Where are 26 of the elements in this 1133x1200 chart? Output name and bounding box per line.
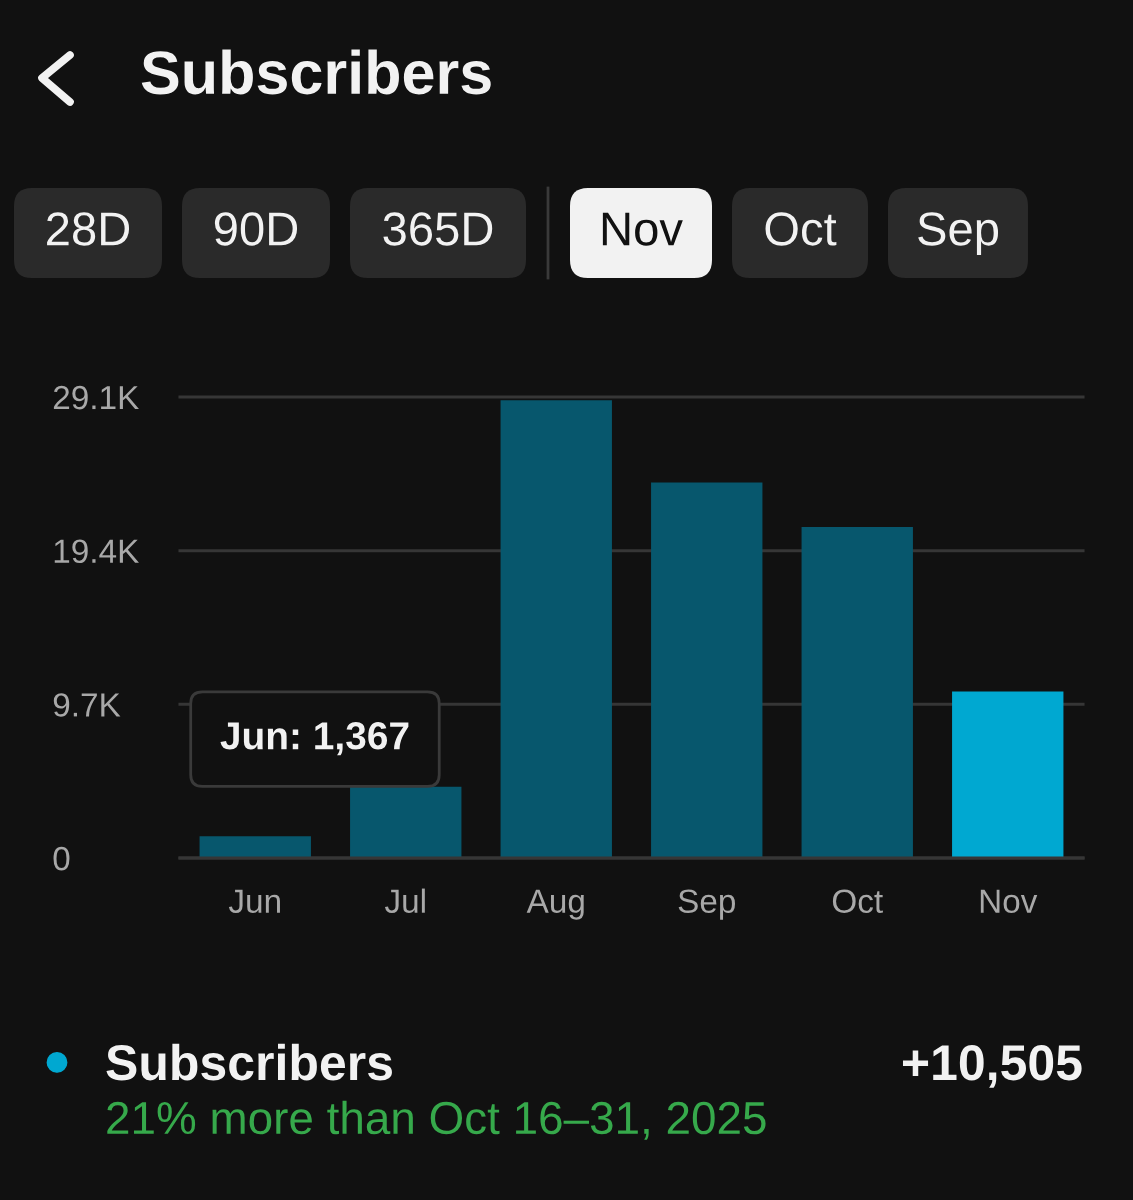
x-tick-label: Sep (678, 889, 736, 920)
y-tick-label: 19.4K (54, 539, 139, 564)
text: 21% more than Oct 16–31, 2025 (107, 1100, 766, 1140)
bar (952, 691, 1064, 858)
bar (651, 482, 763, 858)
annotation: Jun: 1,367 (220, 722, 409, 756)
y-tick-label: 29.1K (53, 385, 139, 410)
text: Nov (602, 212, 683, 246)
x-tick-label: Jul (384, 888, 425, 914)
text: 28D (47, 212, 130, 246)
x-tick-label: Aug (526, 889, 584, 920)
chart-title: Subscribers (141, 49, 491, 95)
text: Sep (918, 212, 999, 256)
x-tick-label: Nov (980, 889, 1038, 914)
text: +10,505 (902, 1045, 1082, 1088)
x-tick-label: Oct (832, 889, 883, 914)
text: 90D (214, 212, 298, 246)
text: 365D (383, 212, 493, 246)
bar (199, 836, 311, 858)
text: Oct (765, 212, 837, 246)
legend-label: Subscribers (106, 1043, 392, 1081)
y-tick-label: 0 (53, 846, 70, 871)
y-tick-label: 9.7K (53, 693, 121, 717)
bar (500, 400, 612, 858)
bar (801, 526, 913, 858)
x-tick-label: Jun (228, 889, 280, 914)
